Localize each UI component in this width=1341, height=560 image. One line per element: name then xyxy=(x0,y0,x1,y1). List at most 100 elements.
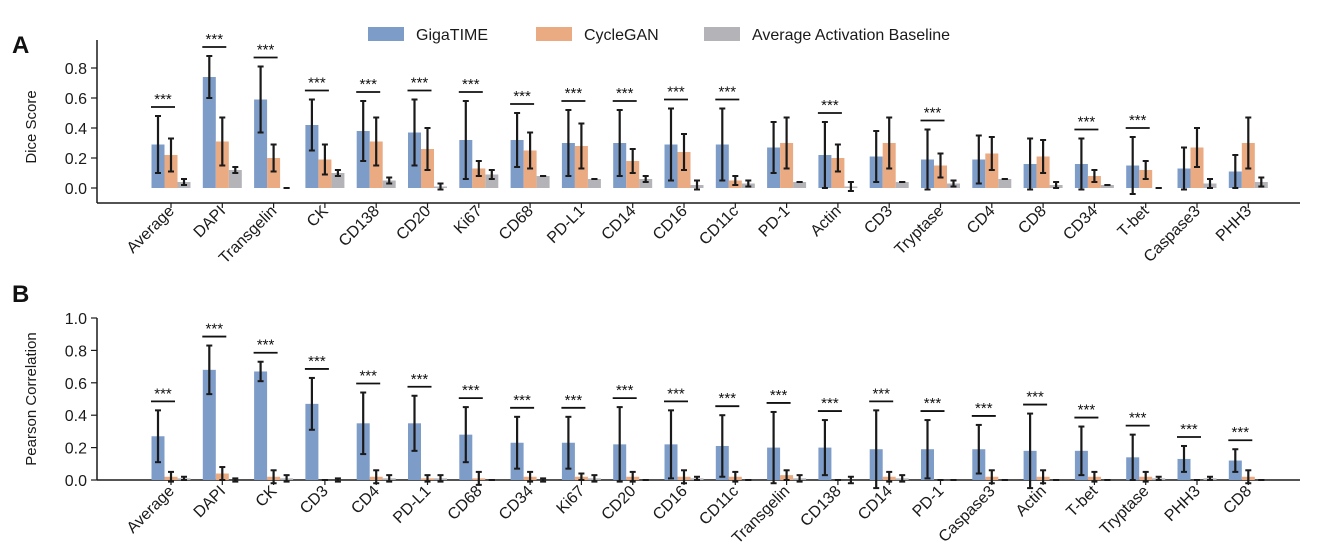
pa-significance-marker: *** xyxy=(719,84,737,101)
pa-bar-cyclegan-cd14 xyxy=(626,161,640,188)
pa-y-tick-label: 0.0 xyxy=(65,181,87,198)
pb-category-label: Ki67 xyxy=(554,483,589,518)
pa-category-label: CD68 xyxy=(496,203,537,244)
pb-category-label: CD11c xyxy=(696,483,742,529)
pb-significance-marker: *** xyxy=(1078,402,1096,419)
pa-significance-marker: *** xyxy=(821,97,839,114)
pa-significance-marker: *** xyxy=(154,91,172,108)
pb-significance-marker: *** xyxy=(462,382,480,399)
pb-bar-gigatime-cd3 xyxy=(305,403,319,480)
pb-significance-marker: *** xyxy=(924,395,942,412)
pb-significance-marker: *** xyxy=(667,385,685,402)
pa-bar-average-activation-baseline-ki67 xyxy=(485,174,499,188)
y-axis-title-a: Dice Score xyxy=(23,90,40,163)
pb-category-label: Actin xyxy=(1013,483,1050,520)
pa-category-label: CD4 xyxy=(964,203,999,238)
pa-bar-average-activation-baseline-cd3 xyxy=(895,182,909,188)
pa-bar-average-activation-baseline-cd4 xyxy=(998,179,1012,188)
pb-category-label: CD20 xyxy=(599,483,640,524)
pb-bar-gigatime-ck xyxy=(254,371,268,480)
pa-category-label: CD20 xyxy=(393,203,434,244)
pb-significance-marker: *** xyxy=(821,395,839,412)
pa-bar-average-activation-baseline-dapi xyxy=(228,170,242,188)
pb-significance-marker: *** xyxy=(770,387,788,404)
pa-category-label: CD14 xyxy=(599,203,640,244)
pb-y-tick-label: 0.0 xyxy=(65,473,87,490)
pa-significance-marker: *** xyxy=(616,85,634,102)
pb-category-label: PHH3 xyxy=(1162,483,1204,525)
pa-y-tick-label: 0.8 xyxy=(65,61,87,78)
pa-bar-average-activation-baseline-cd34 xyxy=(1100,185,1114,188)
pa-significance-marker: *** xyxy=(924,105,942,122)
pb-significance-marker: *** xyxy=(1129,410,1147,427)
legend-label-baseline: Average Activation Baseline xyxy=(752,27,950,44)
pb-category-label: Caspase3 xyxy=(936,483,999,546)
pb-category-label: PD-1 xyxy=(910,483,948,521)
pb-significance-marker: *** xyxy=(1180,421,1198,438)
pa-bar-average-activation-baseline-ck xyxy=(331,173,345,188)
pa-significance-marker: *** xyxy=(308,75,326,92)
legend: GigaTIME CycleGAN Average Activation Bas… xyxy=(368,27,950,44)
pb-category-label: CD4 xyxy=(348,483,383,518)
panel-a: A Dice Score 0.0 0.2 0.4 0.6 0.8 *** Average **… xyxy=(12,31,1300,267)
pa-category-label: Actin xyxy=(808,203,845,240)
pa-category-label: CK xyxy=(304,203,332,231)
panel-letter-a: A xyxy=(12,32,29,59)
legend-swatch-gigatime xyxy=(368,27,404,41)
pa-category-label: CD8 xyxy=(1015,203,1050,238)
pb-bar-gigatime-dapi xyxy=(202,369,216,480)
pa-significance-marker: *** xyxy=(667,84,685,101)
pb-significance-marker: *** xyxy=(1232,424,1250,441)
pa-category-label: CD16 xyxy=(650,203,691,244)
pb-category-label: CD138 xyxy=(797,483,844,530)
pb-y-tick-label: 1.0 xyxy=(65,311,87,328)
pa-category-label: CD138 xyxy=(336,203,383,250)
pa-y-tick-label: 0.2 xyxy=(65,151,87,168)
pa-category-label: Tryptase xyxy=(892,203,948,259)
pa-significance-marker: *** xyxy=(513,88,531,105)
pa-category-label: PD-1 xyxy=(756,203,794,241)
pa-y-tick-label: 0.6 xyxy=(65,91,87,108)
pa-category-label: Caspase3 xyxy=(1141,203,1204,266)
pa-bar-gigatime-ck xyxy=(305,125,319,188)
pa-category-label: T-bet xyxy=(1115,202,1153,240)
pb-significance-marker: *** xyxy=(616,382,634,399)
pb-significance-marker: *** xyxy=(1026,389,1044,406)
pa-significance-marker: *** xyxy=(565,85,583,102)
pb-significance-marker: *** xyxy=(154,385,172,402)
pb-significance-marker: *** xyxy=(513,392,531,409)
pa-significance-marker: *** xyxy=(411,75,429,92)
pb-significance-marker: *** xyxy=(308,353,326,370)
pb-category-label: CK xyxy=(253,483,281,511)
pa-significance-marker: *** xyxy=(462,76,480,93)
pa-category-label: Ki67 xyxy=(451,203,486,238)
pb-y-tick-label: 0.4 xyxy=(65,408,87,425)
pa-bar-cyclegan-transgelin xyxy=(267,158,281,188)
pa-bar-cyclegan-actin xyxy=(831,158,845,188)
pb-significance-marker: *** xyxy=(975,400,993,417)
pa-significance-marker: *** xyxy=(257,42,275,59)
pb-y-tick-label: 0.2 xyxy=(65,441,87,458)
pa-significance-marker: *** xyxy=(1129,112,1147,129)
pa-significance-marker: *** xyxy=(206,31,224,48)
pa-category-label: CD3 xyxy=(861,203,896,238)
pb-category-label: CD16 xyxy=(650,483,691,524)
pa-category-label: CD34 xyxy=(1060,203,1101,244)
pa-bar-average-activation-baseline-cd14 xyxy=(639,179,653,188)
legend-label-gigatime: GigaTIME xyxy=(416,27,488,44)
pb-significance-marker: *** xyxy=(565,392,583,409)
pb-y-tick-label: 0.6 xyxy=(65,376,87,393)
pb-significance-marker: *** xyxy=(719,390,737,407)
pa-bar-average-activation-baseline-cd68 xyxy=(536,176,550,188)
pb-category-label: CD68 xyxy=(445,483,486,524)
pa-category-label: PHH3 xyxy=(1213,203,1255,245)
panel-b: B Pearson Correlation 0.0 0.2 0.4 0.6 0.8 1.0… xyxy=(12,281,1300,547)
pa-significance-marker: *** xyxy=(359,76,377,93)
pa-category-label: Average xyxy=(124,203,178,257)
pa-bar-gigatime-transgelin xyxy=(254,99,268,188)
pa-category-label: DAPI xyxy=(191,203,229,241)
pb-category-label: PD-L1 xyxy=(390,483,434,527)
pb-significance-marker: *** xyxy=(257,337,275,354)
pb-category-label: DAPI xyxy=(191,483,229,521)
